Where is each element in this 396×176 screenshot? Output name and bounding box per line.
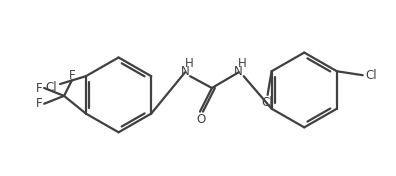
Text: Cl: Cl [45, 80, 57, 93]
Text: N: N [181, 65, 189, 78]
Text: H: H [185, 57, 193, 70]
Text: Cl: Cl [366, 69, 377, 82]
Text: H: H [238, 57, 247, 70]
Text: O: O [196, 113, 206, 126]
Text: F: F [69, 69, 75, 82]
Text: N: N [234, 65, 243, 78]
Text: F: F [36, 81, 42, 95]
Text: F: F [36, 97, 42, 110]
Text: Cl: Cl [262, 96, 273, 109]
